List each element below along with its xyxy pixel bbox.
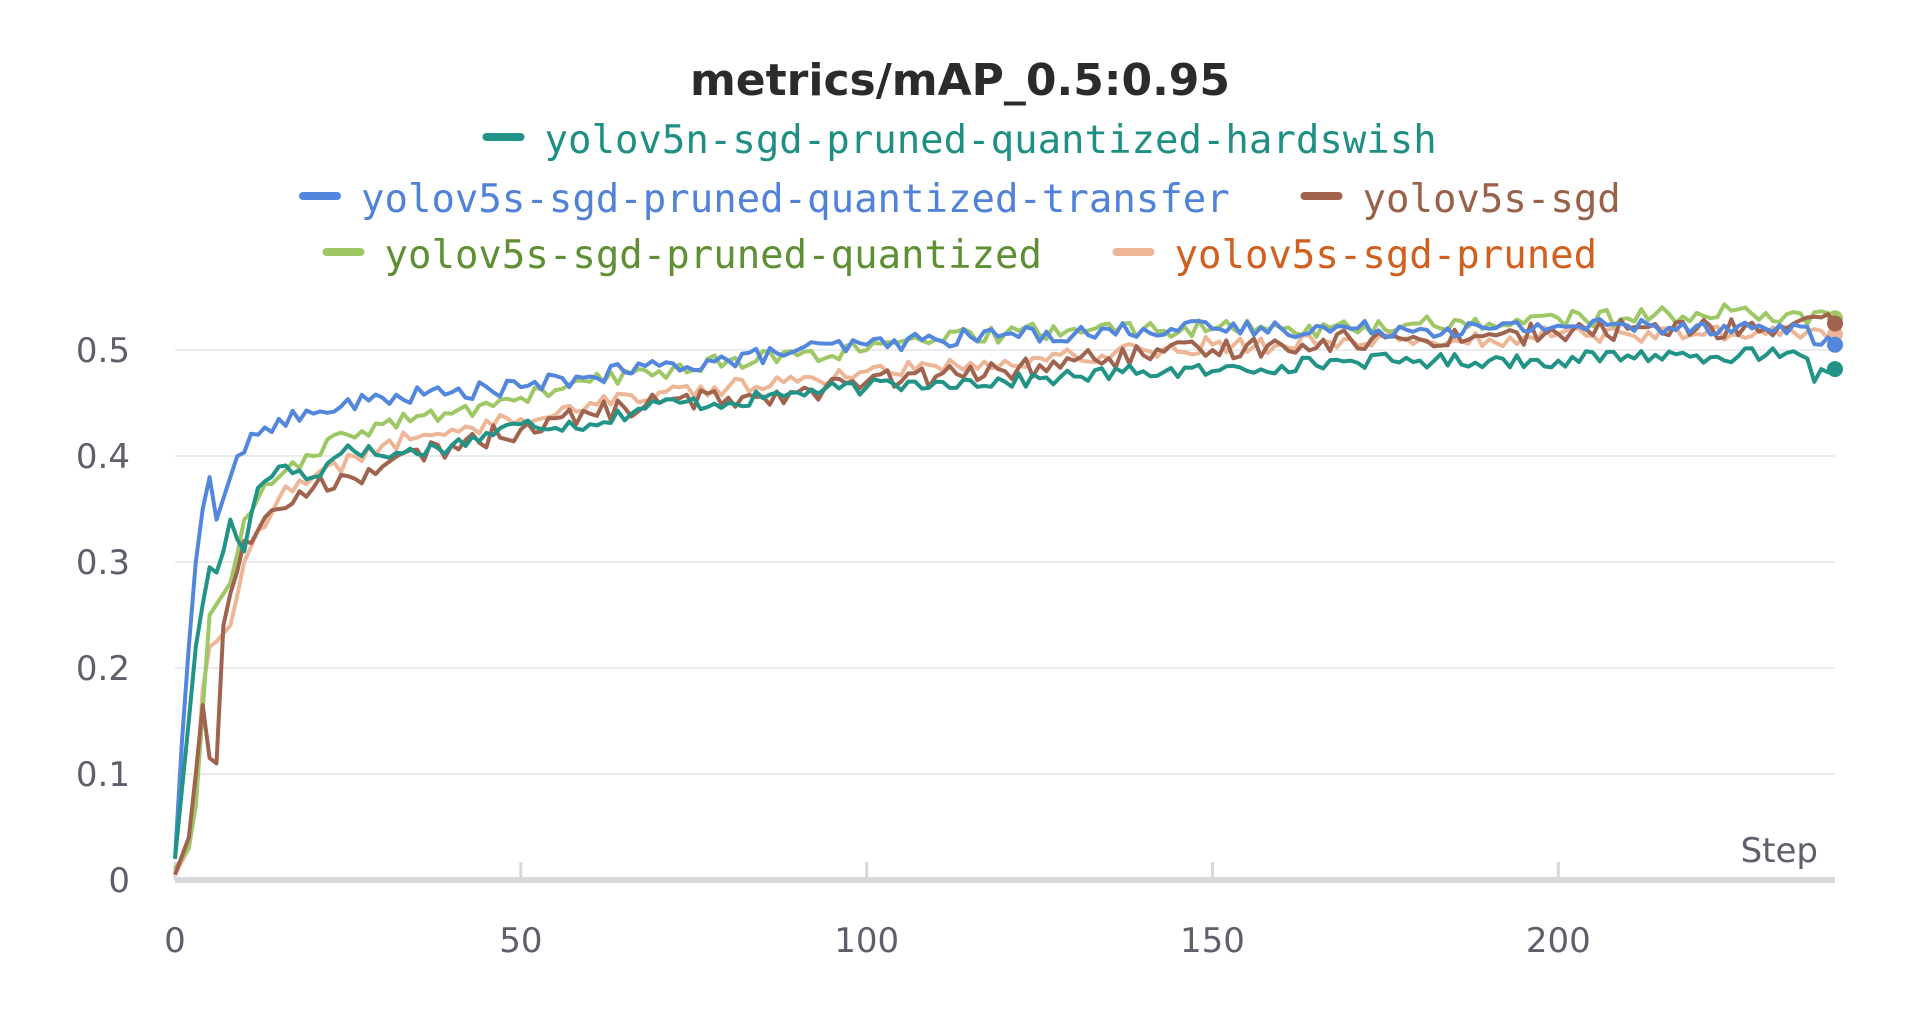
series-lines [173, 302, 1843, 876]
x-axis: 0 50 100 150 200 [164, 862, 1835, 961]
legend-label: yolov5s-sgd-pruned [1175, 233, 1598, 278]
legend-label: yolov5s-sgd-pruned-quantized [385, 233, 1042, 278]
x-tick-label: 50 [499, 921, 542, 961]
series-end-marker [1827, 315, 1843, 332]
y-axis: 0 0.1 0.2 0.3 0.4 0.5 [76, 331, 130, 901]
legend-swatch [299, 192, 341, 200]
legend-swatch [1300, 192, 1343, 200]
y-tick-label: 0.1 [76, 755, 130, 795]
series-line [173, 346, 1836, 859]
legend: yolov5n-sgd-pruned-quantized-hardswish yo… [299, 118, 1621, 278]
series-line [173, 317, 1837, 859]
x-axis-title: Step [1741, 831, 1818, 871]
legend-swatch [1112, 248, 1155, 256]
legend-swatch [322, 248, 365, 256]
grid [175, 349, 1835, 775]
legend-label: yolov5s-sgd-pruned-quantized-transfer [361, 177, 1230, 222]
y-tick-label: 0.5 [76, 331, 130, 371]
legend-item: yolov5s-sgd-pruned-quantized [322, 233, 1042, 278]
legend-label: yolov5n-sgd-pruned-quantized-hardswish [545, 118, 1437, 163]
legend-item: yolov5s-sgd [1300, 177, 1621, 222]
legend-item: yolov5n-sgd-pruned-quantized-hardswish [482, 118, 1437, 163]
legend-label: yolov5s-sgd [1363, 177, 1621, 222]
series-line [173, 324, 1837, 876]
y-tick-label: 0.3 [76, 543, 130, 583]
y-tick-label: 0.2 [76, 649, 130, 689]
x-tick-label: 0 [164, 921, 186, 961]
x-tick-label: 100 [834, 921, 899, 961]
chart-title: metrics/mAP_0.5:0.95 [690, 55, 1230, 106]
x-tick-label: 150 [1180, 921, 1245, 961]
series-line [173, 312, 1837, 876]
legend-swatch [482, 133, 525, 141]
y-tick-label: 0.4 [76, 437, 130, 477]
legend-item: yolov5s-sgd-pruned-quantized-transfer [299, 177, 1230, 222]
series-end-marker [1827, 361, 1843, 378]
legend-item: yolov5s-sgd-pruned [1112, 233, 1598, 278]
x-tick-label: 200 [1526, 921, 1591, 961]
y-tick-label: 0 [108, 861, 130, 901]
series-end-marker [1827, 336, 1843, 353]
series-line [173, 302, 1837, 871]
